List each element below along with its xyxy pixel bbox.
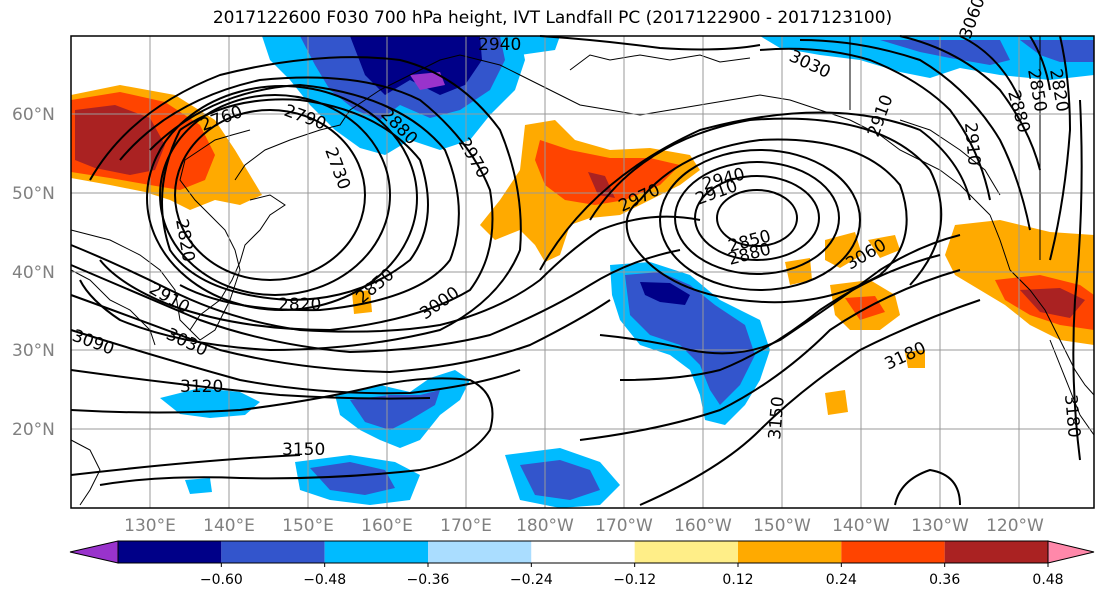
lon-label: 150°W bbox=[753, 516, 811, 536]
colorbar-segment bbox=[634, 541, 738, 563]
contour-label: 3150 bbox=[282, 440, 325, 460]
colorbar-label: 0.48 bbox=[1032, 572, 1063, 588]
lat-label: 20°N bbox=[12, 420, 55, 440]
map-panel: 2760 2790 2730 2880 2970 2940 3030 2910 … bbox=[69, 0, 1095, 509]
lon-label: 160°W bbox=[674, 516, 732, 536]
contour-label: 2910 bbox=[960, 122, 984, 167]
contour-label: 3150 bbox=[765, 396, 789, 441]
colorbar-segment bbox=[221, 541, 325, 563]
colorbar-segment bbox=[118, 541, 222, 563]
longitude-labels: 130°E 140°E 150°E 160°E 170°E 180°W 170°… bbox=[124, 516, 1044, 536]
coastlines bbox=[70, 36, 1095, 506]
colorbar-label: −0.24 bbox=[510, 572, 553, 588]
lon-label: 170°E bbox=[440, 516, 492, 536]
colorbar-segment bbox=[738, 541, 842, 563]
colorbar-extend-high bbox=[1047, 540, 1095, 564]
colorbar: −0.60 −0.48 −0.36 −0.24 −0.12 0.12 0.24 0.36 0.4… bbox=[69, 540, 1095, 588]
colorbar-extend-low bbox=[69, 540, 119, 564]
colorbar-label: −0.48 bbox=[303, 572, 346, 588]
lon-label: 170°W bbox=[595, 516, 653, 536]
contour-label: 2820 bbox=[278, 295, 321, 315]
latitude-labels: 60°N 50°N 40°N 30°N 20°N bbox=[12, 105, 55, 440]
contour-label: 3120 bbox=[180, 377, 223, 397]
height-contours bbox=[70, 35, 1083, 506]
colorbar-border bbox=[117, 540, 1049, 564]
colorbar-segment bbox=[531, 541, 635, 563]
colorbar-segment bbox=[324, 541, 428, 563]
lat-label: 40°N bbox=[12, 263, 55, 283]
colorbar-label: −0.60 bbox=[200, 572, 243, 588]
colorbar-label: −0.12 bbox=[613, 572, 656, 588]
lat-label: 30°N bbox=[12, 341, 55, 361]
lat-label: 60°N bbox=[12, 105, 55, 125]
colorbar-label: 0.12 bbox=[722, 572, 753, 588]
contour-label: 2940 bbox=[478, 35, 521, 55]
lon-label: 130°W bbox=[911, 516, 969, 536]
contour-label: 3180 bbox=[1060, 394, 1084, 439]
colorbar-segment bbox=[841, 541, 945, 563]
map-border bbox=[70, 35, 1095, 509]
map-title: 2017122600 F030 700 hPa height, IVT Land… bbox=[212, 8, 893, 28]
colorbar-segment bbox=[428, 541, 532, 563]
lon-label: 150°E bbox=[282, 516, 334, 536]
lon-label: 160°E bbox=[361, 516, 413, 536]
lat-label: 50°N bbox=[12, 184, 55, 204]
lon-label: 180°W bbox=[516, 516, 574, 536]
colorbar-label: 0.36 bbox=[929, 572, 960, 588]
colorbar-segment bbox=[944, 541, 1048, 563]
lon-label: 140°W bbox=[832, 516, 890, 536]
lon-label: 130°E bbox=[124, 516, 176, 536]
lon-label: 120°W bbox=[986, 516, 1044, 536]
graticule bbox=[71, 36, 1094, 508]
lon-label: 140°E bbox=[203, 516, 255, 536]
colorbar-label: −0.36 bbox=[407, 572, 450, 588]
colorbar-label: 0.24 bbox=[826, 572, 857, 588]
